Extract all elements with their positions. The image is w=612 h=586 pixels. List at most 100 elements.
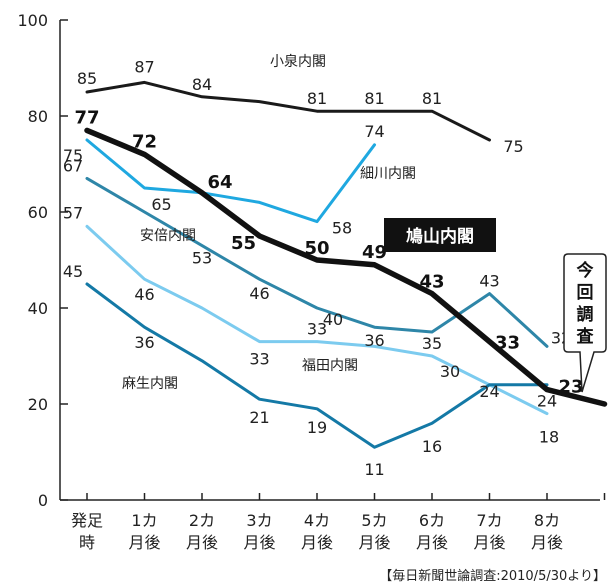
- data-label: 53: [192, 249, 212, 268]
- x-tick-line: 8カ: [534, 511, 560, 530]
- data-label: 81: [307, 89, 327, 108]
- x-tick-label: 2カ月後: [186, 511, 218, 552]
- callout-char: 回: [577, 283, 594, 303]
- series-line-0: [85, 80, 491, 142]
- callout-char: 査: [576, 326, 595, 347]
- y-tick-label: 0: [38, 491, 48, 510]
- series-name: 小泉内閣: [270, 53, 326, 70]
- x-tick-line: 1カ: [131, 511, 157, 530]
- series-name: 福田内閣: [302, 358, 358, 374]
- hatoyama-label-box: [384, 218, 496, 252]
- source-note: 【毎日新聞世論調査:2010/5/30より】: [379, 568, 606, 584]
- data-label: 58: [332, 219, 352, 238]
- x-tick-line: 月後: [301, 533, 333, 552]
- data-label: 65: [151, 195, 171, 214]
- x-tick-line: 月後: [416, 533, 448, 552]
- y-tick-label: 40: [28, 299, 48, 318]
- data-label: 72: [132, 131, 157, 152]
- data-label: 23: [558, 377, 583, 398]
- current-survey-callout: 今回調査: [563, 253, 607, 393]
- x-tick-line: 7カ: [476, 511, 502, 530]
- x-tick-label: 発足時: [71, 511, 103, 552]
- data-label: 50: [304, 238, 329, 259]
- data-label: 55: [231, 233, 256, 254]
- data-label: 19: [307, 418, 327, 437]
- data-label: 81: [364, 89, 384, 108]
- series-name: 安倍内閣: [140, 228, 196, 244]
- x-tick-label: 4カ月後: [301, 511, 333, 552]
- x-tick-label: 7カ月後: [473, 511, 505, 552]
- data-label: 75: [63, 146, 83, 165]
- data-label: 35: [422, 334, 442, 353]
- data-label: 85: [77, 69, 97, 88]
- data-label: 33: [307, 320, 327, 339]
- callout-bubble: [563, 253, 607, 393]
- data-label: 36: [364, 331, 384, 350]
- x-tick-line: 月後: [358, 533, 390, 552]
- data-label: 46: [134, 285, 154, 304]
- x-tick-label: 5カ月後: [358, 511, 390, 552]
- y-tick-label: 20: [28, 395, 48, 414]
- x-tick-label: 6カ月後: [416, 511, 448, 552]
- data-label: 74: [364, 122, 384, 141]
- series-line-1: [85, 138, 376, 224]
- data-label: 81: [422, 89, 442, 108]
- x-tick-line: 月後: [128, 533, 160, 552]
- data-label: 43: [419, 272, 444, 293]
- data-label: 33: [495, 333, 520, 354]
- data-label: 64: [207, 172, 232, 193]
- x-tick-line: 2カ: [189, 511, 215, 530]
- data-label: 16: [422, 437, 442, 456]
- data-label: 46: [249, 284, 269, 303]
- series-line-3: [85, 176, 549, 348]
- series-line-4: [85, 224, 549, 416]
- data-label: 43: [479, 272, 499, 291]
- callout-text: 今回調査: [576, 260, 595, 347]
- series-line-2: [84, 127, 608, 407]
- callout-char: 今: [577, 260, 594, 281]
- x-tick-line: 6カ: [419, 511, 445, 530]
- axes: 020406080100発足時1カ月後2カ月後3カ月後4カ月後5カ月後6カ月後7…: [17, 11, 606, 552]
- y-tick-label: 100: [17, 11, 48, 30]
- data-label: 45: [63, 262, 83, 281]
- data-label: 87: [134, 57, 154, 76]
- x-tick-line: 5カ: [361, 511, 387, 530]
- series-name: 麻生内閣: [122, 376, 178, 392]
- x-tick-line: 月後: [473, 533, 505, 552]
- series-lines: [84, 80, 608, 449]
- data-labels: 85 87 84 81 81 81 75 74 75 65 58 77 72 64 55 50 49 43 33 23…: [63, 57, 612, 479]
- y-tick-label: 60: [28, 203, 48, 222]
- data-label: 33: [249, 350, 269, 369]
- series-name: 鳩山内閣: [406, 226, 474, 247]
- x-tick-label: 1カ月後: [128, 511, 160, 552]
- y-tick-label: 80: [28, 107, 48, 126]
- data-label: 40: [323, 310, 343, 329]
- x-tick-line: 月後: [531, 533, 563, 552]
- x-tick-label: 8カ月後: [531, 511, 563, 552]
- x-tick-line: 月後: [186, 533, 218, 552]
- callout-char: 調: [577, 304, 594, 325]
- data-label: 24: [479, 382, 499, 401]
- x-tick-label: 3カ月後: [243, 511, 275, 552]
- x-tick-line: 発足: [71, 511, 103, 530]
- data-label: 67: [63, 156, 83, 175]
- data-label: 84: [192, 75, 212, 94]
- data-label: 21: [249, 408, 269, 427]
- data-label: 36: [134, 333, 154, 352]
- x-tick-line: 時: [79, 533, 95, 552]
- series-line-5: [85, 282, 549, 449]
- series-name: 細川内閣: [360, 166, 416, 182]
- x-tick-line: 月後: [243, 533, 275, 552]
- x-tick-line: 4カ: [304, 511, 330, 530]
- data-label: 49: [362, 242, 387, 263]
- data-label: 24: [537, 392, 557, 411]
- data-label: 11: [364, 460, 384, 479]
- data-label: 77: [74, 107, 99, 128]
- data-label: 30: [440, 362, 460, 381]
- data-label: 18: [539, 428, 559, 447]
- data-label: 75: [503, 137, 523, 156]
- x-tick-line: 3カ: [246, 511, 272, 530]
- data-label: 57: [63, 203, 83, 222]
